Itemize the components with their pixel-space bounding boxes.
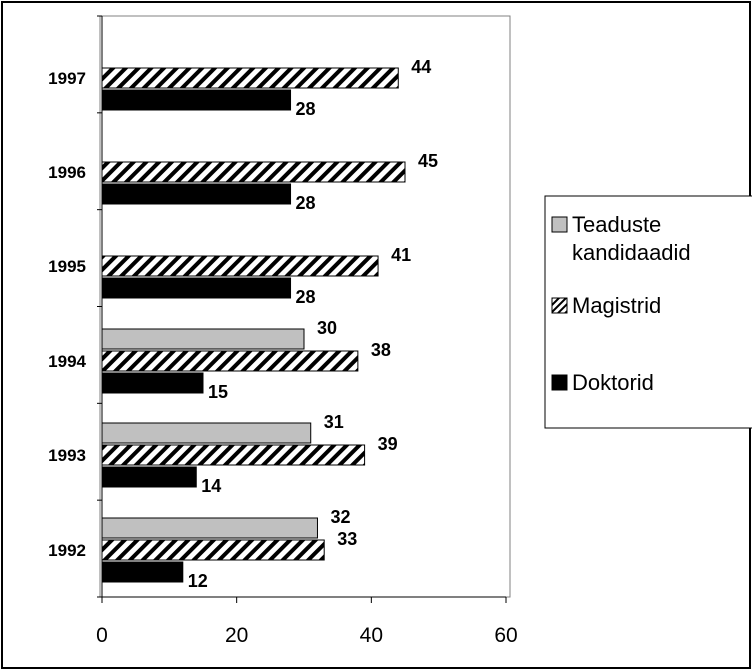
- bar-1992-series-0: [101, 517, 318, 539]
- data-label-1993-series-0: 31: [324, 412, 344, 432]
- data-label-1994-series-1: 38: [371, 340, 391, 360]
- bar-1994-series-0: [101, 328, 305, 350]
- legend: Teaduste kandidaadid Magistrid Doktorid: [544, 195, 752, 429]
- bar-1997-series-1: [101, 67, 399, 89]
- data-label-1996-series-2: 28: [296, 193, 316, 213]
- bar-1994-series-1: [101, 350, 359, 372]
- category-label-1995: 1995: [48, 257, 86, 276]
- data-label-1994-series-0: 30: [317, 318, 337, 338]
- bar-1993-series-0: [101, 422, 312, 444]
- data-label-1996-series-1: 45: [418, 151, 438, 171]
- bar-1996-series-2: [101, 183, 292, 205]
- data-label-1997-series-2: 28: [296, 99, 316, 119]
- category-label-1997: 1997: [48, 69, 86, 88]
- legend-swatch-series-0: [551, 216, 568, 233]
- legend-label-series-0: kandidaadid: [572, 240, 691, 265]
- data-label-1997-series-1: 44: [411, 57, 431, 77]
- data-label-1994-series-2: 15: [208, 382, 228, 402]
- category-label-1992: 1992: [48, 541, 86, 560]
- bar-1997-series-2: [101, 89, 292, 111]
- category-label-1994: 1994: [48, 352, 86, 371]
- bar-1994-series-2: [101, 372, 204, 394]
- legend-swatch-series-1: [551, 297, 568, 314]
- data-label-1993-series-1: 39: [378, 434, 398, 454]
- x-tick-label-0: 0: [96, 624, 108, 647]
- legend-box: [544, 195, 752, 429]
- data-label-1995-series-1: 41: [391, 245, 411, 265]
- plot-area: [99, 15, 511, 598]
- data-label-1995-series-2: 28: [296, 287, 316, 307]
- data-label-1992-series-0: 32: [330, 507, 350, 527]
- data-label-1992-series-1: 33: [337, 529, 357, 549]
- bar-1992-series-1: [101, 539, 325, 561]
- x-tick-label-60: 60: [494, 624, 517, 647]
- legend-label-series-2: Doktorid: [572, 370, 654, 395]
- legend-label-series-1: Magistrid: [572, 293, 661, 318]
- axis-layer: 0 20 40 60: [96, 15, 518, 647]
- bar-1993-series-2: [101, 466, 197, 488]
- bar-1993-series-1: [101, 444, 366, 466]
- bars-layer: [101, 67, 406, 583]
- bar-1995-series-1: [101, 255, 379, 277]
- bar-1992-series-2: [101, 561, 184, 583]
- legend-swatch-series-2: [551, 374, 568, 391]
- data-label-1992-series-2: 12: [188, 571, 208, 591]
- category-label-1996: 1996: [48, 163, 86, 182]
- bar-1995-series-2: [101, 277, 292, 299]
- data-label-1993-series-2: 14: [201, 476, 221, 496]
- category-label-1993: 1993: [48, 446, 86, 465]
- x-tick-label-40: 40: [360, 624, 383, 647]
- bar-1996-series-1: [101, 161, 406, 183]
- x-tick-label-20: 20: [225, 624, 248, 647]
- legend-label-series-0: Teaduste: [572, 212, 661, 237]
